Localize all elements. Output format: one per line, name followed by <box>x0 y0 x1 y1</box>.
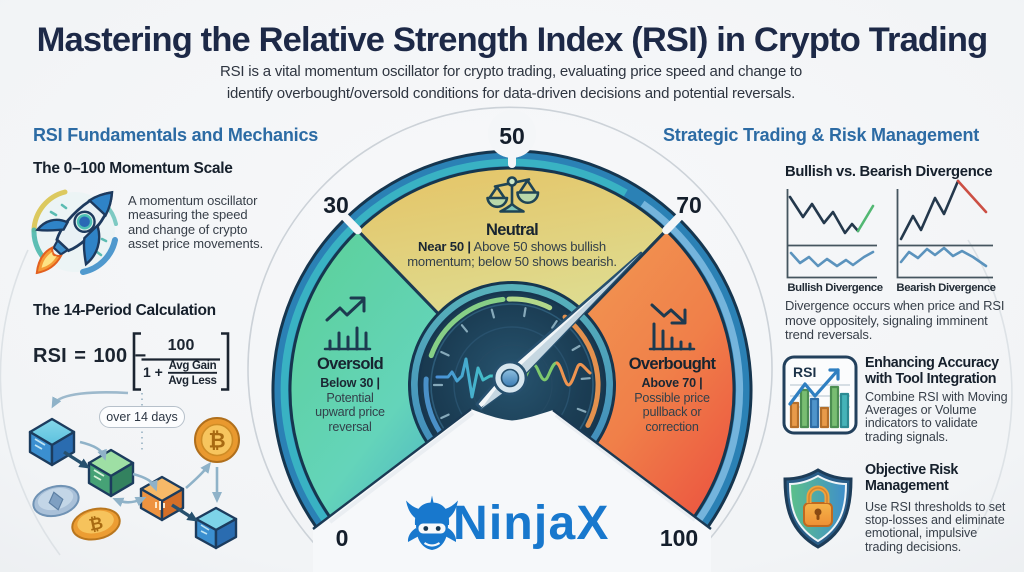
svg-text:₿: ₿ <box>208 430 225 453</box>
svg-text:RSI: RSI <box>793 364 816 380</box>
svg-text:₿: ₿ <box>87 513 105 534</box>
